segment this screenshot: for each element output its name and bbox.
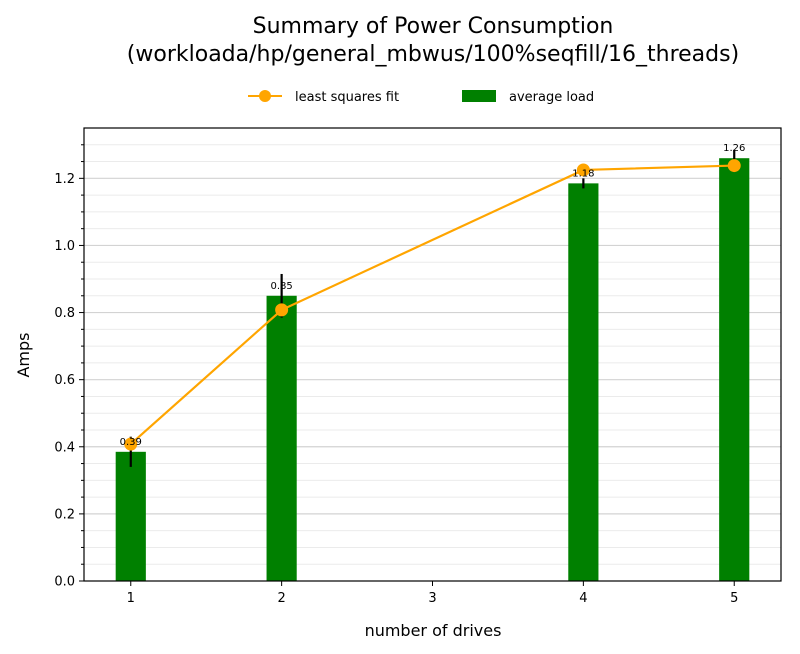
x-tick-label: 4 xyxy=(579,591,587,606)
fit-line xyxy=(124,159,741,451)
y-tick-label: 0.6 xyxy=(54,373,75,388)
x-tick-label: 5 xyxy=(730,591,738,606)
x-tick-label: 2 xyxy=(277,591,285,606)
legend-bar-swatch xyxy=(462,90,496,102)
bar-value-label: 0.39 xyxy=(120,437,142,448)
fit-point xyxy=(275,303,289,317)
fit-series-line xyxy=(130,164,735,445)
x-tick-label: 3 xyxy=(428,591,436,606)
bar xyxy=(115,451,146,581)
y-axis-label: Amps xyxy=(14,332,33,377)
x-tick-label: 1 xyxy=(127,591,135,606)
y-tick-label: 0.8 xyxy=(54,306,75,321)
chart-title-line-2: (workloada/hp/general_mbwus/100%seqfill/… xyxy=(127,42,739,67)
bar-value-label: 0.85 xyxy=(271,281,293,292)
y-tick-label: 0.4 xyxy=(54,440,75,455)
fit-point xyxy=(727,159,741,173)
bar xyxy=(266,295,297,581)
x-axis-label: number of drives xyxy=(365,621,502,640)
y-tick-label: 1.2 xyxy=(54,172,75,187)
grid xyxy=(84,144,781,565)
legend-bar-label: average load xyxy=(509,90,594,105)
fit-point xyxy=(576,163,590,177)
bar-value-label: 1.26 xyxy=(723,143,745,154)
chart-title-line-1: Summary of Power Consumption xyxy=(253,14,614,39)
y-tick-label: 0.0 xyxy=(54,575,75,590)
legend-fit-label: least squares fit xyxy=(295,90,399,105)
y-tick-label: 1.0 xyxy=(54,239,75,254)
axes: 0.0 0.2 0.4 0.6 0.8 1.0 1.2 1 2 3 4 5 xyxy=(54,127,782,606)
bar xyxy=(568,183,599,581)
bars xyxy=(115,158,750,581)
data-labels: 0.39 0.85 1.18 1.26 xyxy=(120,143,746,448)
y-tick-label: 0.2 xyxy=(54,507,75,522)
fit-point xyxy=(124,437,138,451)
bar-value-label: 1.18 xyxy=(572,168,594,179)
legend-fit-marker xyxy=(259,90,271,102)
legend: least squares fit average load xyxy=(248,90,594,105)
bar xyxy=(719,158,750,581)
